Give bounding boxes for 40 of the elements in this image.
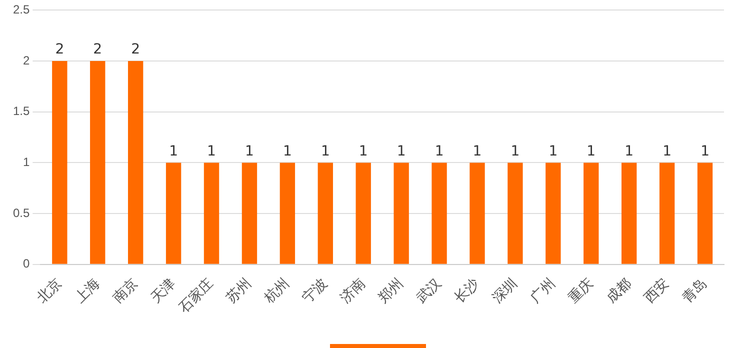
x-tick-label: 长沙 [452,275,483,307]
data-label: 1 [586,143,596,160]
x-tick-label: 苏州 [224,275,255,307]
x-tick-label: 西安 [641,275,672,307]
data-label: 2 [93,42,102,58]
data-label: 1 [320,143,330,160]
data-label: 1 [396,143,406,160]
data-label: 1 [548,143,558,160]
x-tick-label: 武汉 [414,275,445,307]
data-label: 2 [55,42,64,58]
data-label: 1 [207,143,216,160]
data-label: 1 [169,143,178,160]
x-tick-label: 深圳 [490,275,521,307]
data-label: 2 [131,42,140,58]
x-tick-label: 郑州 [376,275,407,307]
y-tick-label: 0 [22,256,30,271]
x-tick-label: 杭州 [261,275,293,308]
data-label: 1 [700,143,710,160]
data-label: 1 [624,143,634,160]
y-tick-label: 1 [22,155,30,170]
y-tick-label: 2.5 [12,2,30,17]
data-label: 1 [245,143,254,160]
data-label: 1 [472,143,482,160]
y-tick-label: 1.5 [12,104,30,118]
x-tick-label: 成都 [603,275,634,307]
data-label: 1 [662,143,672,160]
x-tick-label: 北京 [34,275,66,307]
x-tick-label: 重庆 [565,275,597,307]
x-tick-label: 广州 [527,275,559,307]
x-tick-label: 上海 [72,275,104,307]
data-label: 1 [282,143,292,160]
data-label: 1 [358,143,368,160]
x-tick-label: 青岛 [679,275,710,307]
data-label: 1 [510,143,520,160]
x-tick-label: 南京 [110,275,141,307]
data-label: 1 [434,143,444,160]
y-tick-label: 0.5 [12,206,30,220]
x-tick-label: 宁波 [300,275,331,307]
x-tick-label: 济南 [338,275,369,307]
y-tick-label: 2 [22,53,30,68]
